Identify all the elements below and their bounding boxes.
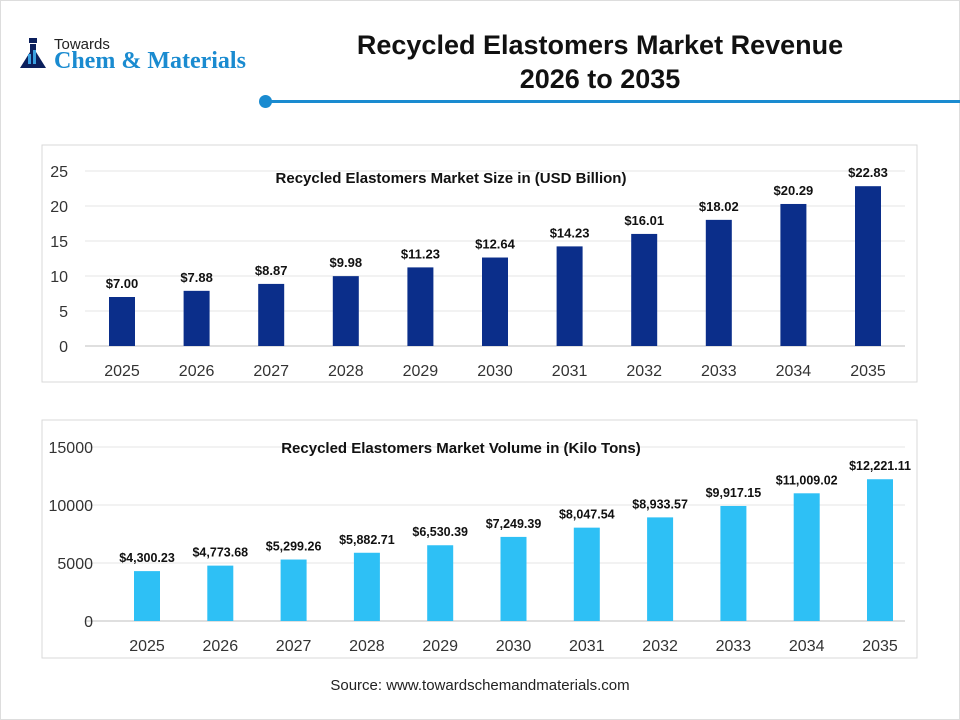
y-tick-label: 10 <box>50 269 68 286</box>
flask-icon <box>20 38 46 68</box>
x-tick-label: 2026 <box>203 638 239 655</box>
x-tick-label: 2027 <box>276 638 312 655</box>
bar-2035 <box>855 186 881 346</box>
chart-title: Recycled Elastomers Market Size in (USD … <box>276 170 627 187</box>
x-tick-label: 2034 <box>776 363 812 380</box>
data-label: $9,917.15 <box>706 486 762 500</box>
x-tick-label: 2031 <box>552 363 588 380</box>
bar-2026 <box>207 565 234 621</box>
data-label: $8,047.54 <box>559 508 615 522</box>
data-label: $11.23 <box>401 246 440 261</box>
divider-line <box>270 100 960 103</box>
data-label: $12.64 <box>475 237 516 252</box>
bar-2025 <box>134 571 160 621</box>
x-tick-label: 2025 <box>104 363 140 380</box>
data-label: $9.98 <box>330 255 363 270</box>
x-tick-label: 2035 <box>862 638 898 655</box>
x-tick-label: 2027 <box>253 363 289 380</box>
y-tick-label: 20 <box>50 199 68 216</box>
data-label: $11,009.02 <box>776 473 838 487</box>
data-label: $4,773.68 <box>192 546 248 560</box>
data-label: $14.23 <box>550 225 590 240</box>
y-tick-label: 0 <box>84 614 93 631</box>
title-line1: Recycled Elastomers Market Revenue <box>356 30 844 60</box>
bar-2033 <box>720 505 747 621</box>
bar-2030 <box>482 257 508 346</box>
data-label: $5,299.26 <box>266 540 322 554</box>
x-tick-label: 2033 <box>701 363 737 380</box>
data-label: $16.01 <box>624 213 664 228</box>
logo-line1: Towards <box>54 36 110 53</box>
y-tick-label: 5 <box>59 304 68 321</box>
y-tick-label: 25 <box>50 164 68 181</box>
y-tick-label: 15 <box>50 234 68 251</box>
divider-dot <box>259 95 272 108</box>
x-tick-label: 2032 <box>642 638 678 655</box>
bar-2026 <box>183 290 210 346</box>
data-label: $22.83 <box>848 165 888 180</box>
x-tick-label: 2026 <box>179 363 215 380</box>
bar-2034 <box>793 493 820 621</box>
x-tick-label: 2028 <box>349 638 385 655</box>
bar-2030 <box>500 536 527 621</box>
bar-2027 <box>258 283 285 346</box>
data-label: $8,933.57 <box>632 497 688 511</box>
y-tick-label: 15000 <box>49 440 94 457</box>
bar-2032 <box>647 517 674 621</box>
bar-2032 <box>631 233 658 346</box>
data-label: $20.29 <box>774 183 814 198</box>
x-tick-label: 2030 <box>477 363 513 380</box>
data-label: $5,882.71 <box>339 533 395 547</box>
bar-2035 <box>867 479 893 621</box>
x-tick-label: 2030 <box>496 638 532 655</box>
x-tick-label: 2034 <box>789 638 825 655</box>
x-tick-label: 2031 <box>569 638 605 655</box>
chart-title: Recycled Elastomers Market Volume in (Ki… <box>281 440 641 457</box>
x-tick-label: 2025 <box>129 638 165 655</box>
bar-2033 <box>705 219 732 346</box>
x-tick-label: 2028 <box>328 363 364 380</box>
x-tick-label: 2035 <box>850 363 886 380</box>
bar-2028 <box>332 276 359 346</box>
data-label: $7.88 <box>180 270 213 285</box>
x-tick-label: 2032 <box>626 363 662 380</box>
page-title: Recycled Elastomers Market Revenue 2026 … <box>300 28 900 96</box>
x-tick-label: 2029 <box>422 638 458 655</box>
data-label: $12,221.11 <box>849 459 911 473</box>
data-label: $7,249.39 <box>486 517 542 531</box>
data-label: $4,300.23 <box>119 551 175 565</box>
x-tick-label: 2033 <box>716 638 752 655</box>
title-line2: 2026 to 2035 <box>519 64 681 94</box>
bar-2029 <box>407 267 434 346</box>
bar-2028 <box>353 552 380 621</box>
y-tick-label: 5000 <box>57 556 93 573</box>
data-label: $6,530.39 <box>412 525 468 539</box>
bar-2031 <box>573 527 600 621</box>
bar-2031 <box>556 246 583 346</box>
bar-2034 <box>780 203 807 346</box>
source-note: Source: www.towardschemandmaterials.com <box>330 677 630 694</box>
bar-2027 <box>280 559 307 621</box>
y-tick-label: 0 <box>59 339 68 356</box>
y-tick-label: 10000 <box>49 498 94 515</box>
chart-1-border <box>41 419 918 659</box>
data-label: $18.02 <box>699 199 739 214</box>
logo-line2: Chem & Materials <box>54 48 246 74</box>
data-label: $7.00 <box>106 276 139 291</box>
bar-2025 <box>109 297 135 346</box>
data-label: $8.87 <box>255 263 288 278</box>
bar-2029 <box>427 545 454 621</box>
x-tick-label: 2029 <box>403 363 439 380</box>
